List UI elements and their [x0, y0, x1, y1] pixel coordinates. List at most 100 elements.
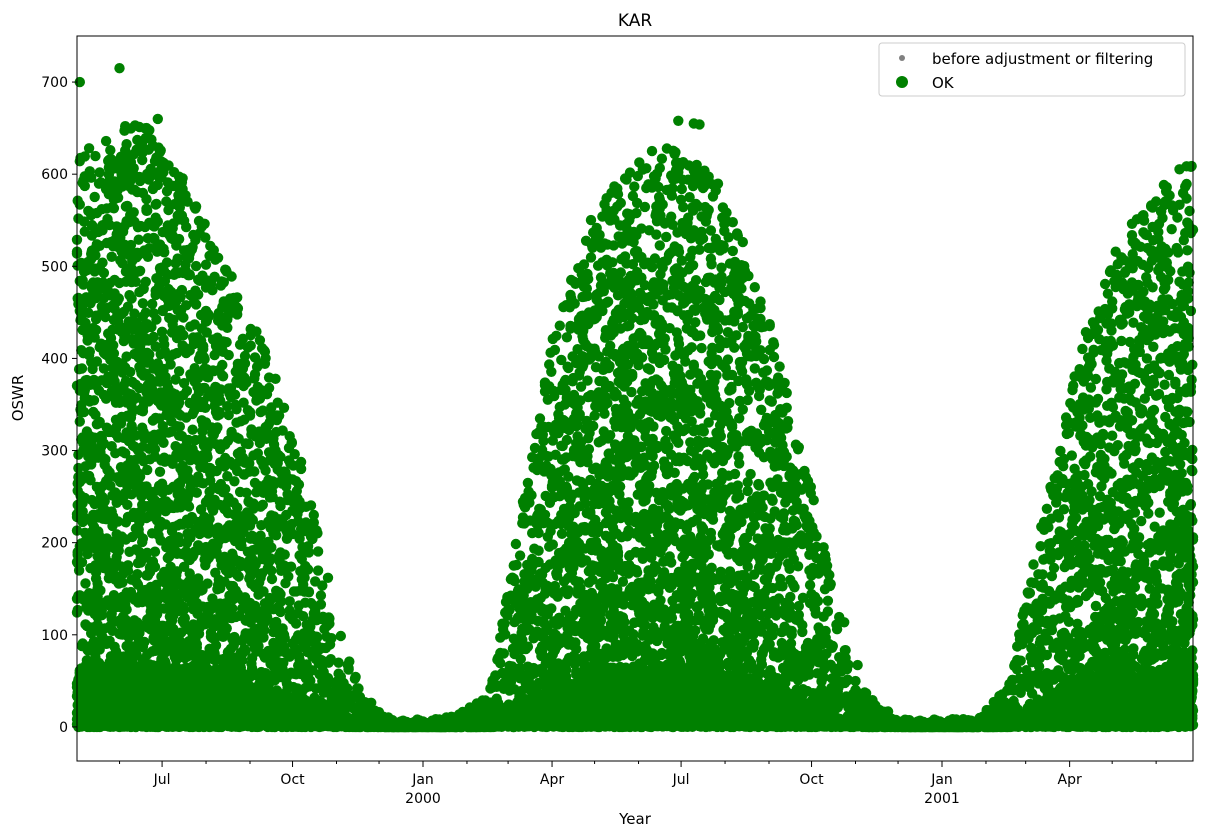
ok-data-point [178, 330, 189, 341]
ok-data-point [121, 139, 132, 150]
ok-data-point [270, 373, 281, 384]
ok-data-point [94, 416, 105, 428]
ok-data-point [177, 173, 188, 184]
ok-data-point [190, 299, 202, 310]
ok-data-point [108, 340, 119, 351]
ok-data-point [82, 548, 93, 560]
ok-data-point [210, 640, 222, 651]
ok-data-point [305, 500, 317, 511]
ok-data-point [191, 487, 202, 498]
ok-data-point [79, 180, 91, 192]
ok-data-point [100, 454, 111, 465]
ok-data-point [79, 151, 91, 162]
ok-data-point [199, 354, 210, 365]
ok-data-point [278, 402, 290, 413]
ok-data-point [200, 402, 211, 413]
ok-data-point [137, 406, 149, 417]
ok-data-point [151, 198, 162, 210]
ok-data-point [85, 475, 96, 486]
ok-data-point [139, 636, 150, 648]
ok-data-point [147, 298, 158, 310]
ok-data-point [181, 385, 193, 397]
ok-data-point [128, 207, 139, 218]
ok-data-point [98, 267, 110, 279]
ok-data-point [212, 252, 224, 263]
ok-data-point [86, 172, 97, 183]
ok-data-point [232, 303, 244, 314]
ok-data-point [326, 633, 337, 644]
ok-data-point [191, 639, 202, 650]
ok-data-point [174, 421, 185, 432]
ok-data-point [214, 409, 225, 420]
ok-data-point [302, 564, 314, 575]
ok-data-point [134, 265, 146, 276]
ok-series-points [71, 62, 1199, 733]
ok-data-point [90, 150, 101, 162]
ok-data-point [121, 351, 132, 362]
ok-data-point [83, 307, 94, 318]
ok-data-point [117, 577, 128, 588]
ok-data-point [275, 606, 286, 618]
ok-data-point [121, 604, 132, 615]
ok-data-point [283, 571, 294, 582]
ok-data-point [120, 448, 131, 459]
ok-data-point [315, 590, 327, 601]
ok-data-point [149, 561, 161, 573]
ok-data-point [202, 578, 213, 589]
ok-data-point [221, 623, 232, 634]
ok-data-point [295, 456, 307, 468]
ok-data-point [173, 233, 185, 245]
ok-data-point [99, 496, 110, 507]
ok-data-point [260, 465, 271, 476]
ok-data-point [122, 560, 134, 571]
ok-data-point [113, 293, 125, 304]
ok-data-point [190, 260, 202, 272]
ok-data-point [179, 613, 190, 624]
ok-data-point [158, 437, 169, 448]
ok-data-point [217, 371, 229, 382]
ok-data-point [152, 216, 163, 227]
ok-data-point [165, 359, 176, 370]
ok-data-point [151, 314, 162, 325]
ok-data-point [72, 604, 83, 616]
ok-data-point [350, 671, 361, 683]
ok-data-point [193, 289, 204, 300]
ok-data-point [155, 145, 166, 156]
ok-data-point [137, 298, 149, 309]
ok-data-point [95, 585, 106, 596]
ok-data-point [89, 498, 100, 510]
ok-data-point [312, 528, 323, 539]
ok-data-point [315, 599, 327, 610]
ok-data-point [217, 359, 228, 371]
ok-data-point [312, 632, 323, 643]
ok-data-point [284, 596, 295, 607]
ok-data-point [159, 247, 170, 258]
ok-data-point [335, 630, 346, 642]
ok-data-point [89, 191, 100, 203]
ok-data-point [132, 569, 143, 580]
ok-data-point [187, 424, 198, 435]
ok-data-point [312, 546, 324, 557]
ok-data-point [244, 407, 256, 418]
ok-data-point [233, 571, 244, 582]
ok-data-point [344, 656, 355, 667]
ok-data-point [133, 234, 144, 245]
ok-data-point [322, 572, 334, 583]
ok-data-point [142, 464, 153, 476]
ok-data-point [106, 251, 117, 262]
ok-data-point [122, 499, 133, 510]
ok-data-point [203, 311, 215, 322]
ok-data-point [149, 444, 161, 455]
ok-data-point [84, 346, 96, 357]
ok-data-point [94, 167, 105, 178]
ok-data-point [149, 546, 161, 557]
ok-data-point [140, 276, 151, 287]
ok-data-point [142, 205, 153, 216]
ok-data-point [141, 194, 152, 205]
ok-data-point [78, 406, 90, 418]
ok-data-point [122, 200, 133, 212]
ok-data-point [239, 358, 251, 369]
ok-data-point [266, 573, 278, 585]
ok-data-point [333, 657, 344, 668]
